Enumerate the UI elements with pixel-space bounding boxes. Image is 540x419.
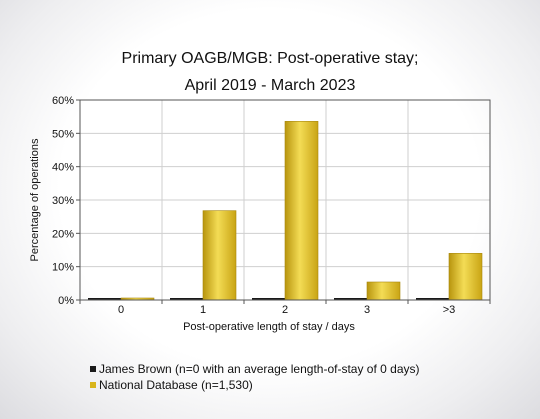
bars	[88, 121, 483, 301]
bar-series-2	[202, 210, 237, 301]
chart-title-line-1: Primary OAGB/MGB: Post-operative stay;	[122, 50, 419, 67]
legend-swatch-series-2	[90, 382, 96, 388]
y-tick-label: 30%	[52, 195, 74, 207]
y-tick-label: 50%	[52, 128, 74, 140]
y-tick-label: 60%	[52, 95, 74, 107]
y-tick-label: 0%	[58, 295, 74, 307]
x-ticks: 0 1 2 3 >3	[79, 300, 491, 316]
bar-series-2	[366, 281, 401, 301]
chart-title-line-2: April 2019 - March 2023	[185, 77, 356, 94]
bar-series-2	[448, 253, 483, 301]
x-tick-label: 2	[282, 304, 288, 316]
bar-series-1	[416, 298, 449, 300]
bar-series-1	[88, 298, 121, 300]
bar-series-2	[284, 121, 319, 301]
legend-swatch-series-1	[90, 366, 96, 372]
x-tick-label: 1	[200, 304, 206, 316]
y-tick-label: 40%	[52, 162, 74, 174]
bar-series-1	[170, 298, 203, 300]
y-ticks: 0% 10% 20% 30% 40% 50% 60%	[52, 95, 80, 307]
bar-series-1	[334, 298, 367, 300]
x-tick-label: >3	[443, 304, 456, 316]
x-tick-label: 3	[364, 304, 370, 316]
bar-series-1	[252, 298, 285, 300]
x-tick-label: 0	[118, 304, 124, 316]
legend-label-series-2: National Database (n=1,530)	[99, 378, 253, 392]
y-tick-label: 10%	[52, 262, 74, 274]
legend: James Brown (n=0 with an average length-…	[90, 362, 420, 392]
y-axis-label: Percentage of operations	[29, 138, 41, 261]
legend-label-series-1: James Brown (n=0 with an average length-…	[99, 362, 420, 376]
x-axis-label: Post-operative length of stay / days	[183, 321, 355, 333]
y-tick-label: 20%	[52, 228, 74, 240]
